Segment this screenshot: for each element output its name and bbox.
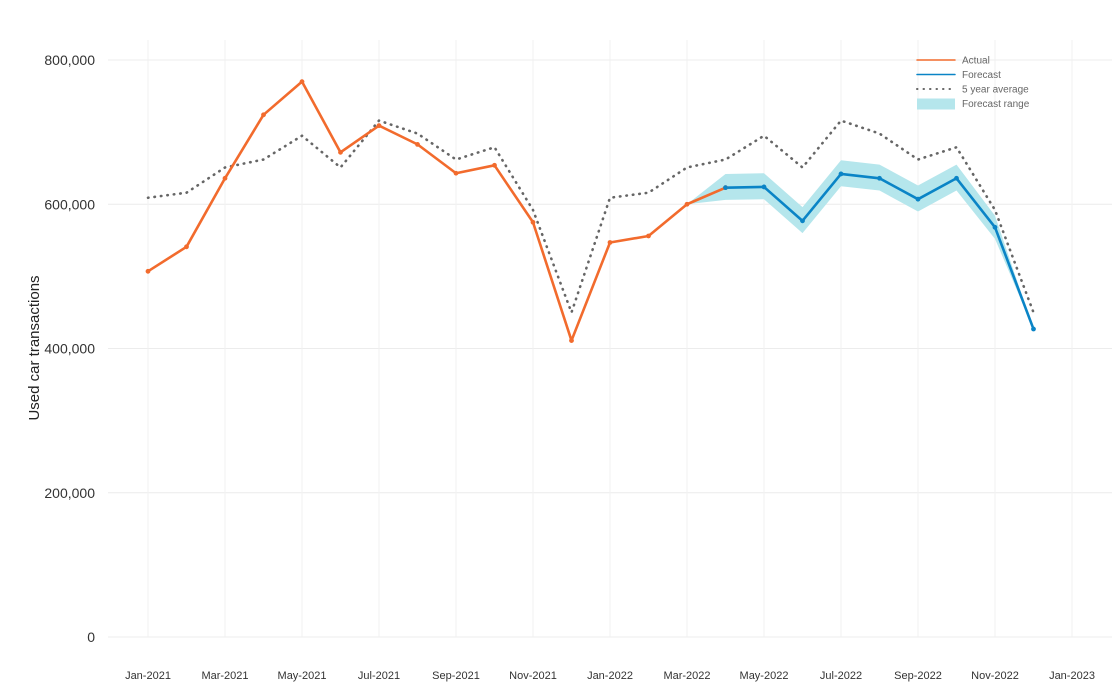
x-tick-label: Jan-2022: [587, 670, 633, 682]
actual-point: [453, 170, 459, 176]
y-tick-label: 200,000: [44, 485, 95, 501]
forecast-point: [838, 171, 844, 177]
actual-line: [146, 80, 727, 342]
forecast-point: [992, 224, 998, 230]
y-axis-tick-labels: 0 200,000 400,000 600,000 800,000: [44, 52, 95, 645]
actual-point: [569, 338, 574, 343]
legend-swatch-forecast-range: [917, 98, 955, 110]
x-tick-label: Jan-2021: [125, 670, 171, 682]
legend-label-actual: Actual: [962, 56, 990, 67]
actual-point: [376, 123, 382, 129]
actual-point: [184, 244, 189, 250]
y-axis-label: Used car transactions: [26, 275, 43, 420]
x-tick-label: May-2021: [278, 670, 327, 682]
actual-point: [607, 240, 613, 245]
actual-point: [338, 149, 343, 155]
forecast-point: [877, 175, 882, 181]
forecast-point: [800, 218, 805, 224]
y-tick-label: 800,000: [44, 52, 95, 68]
y-tick-label: 0: [87, 629, 95, 645]
forecast-point: [761, 184, 767, 190]
actual-point: [684, 201, 690, 207]
legend-label-forecast-range: Forecast range: [962, 99, 1030, 110]
x-tick-label: Sep-2021: [432, 670, 480, 682]
x-tick-label: Mar-2022: [663, 670, 710, 682]
legend-label-forecast: Forecast: [962, 70, 1001, 81]
forecast-range-band: [687, 160, 1034, 330]
x-tick-label: Nov-2022: [971, 670, 1019, 682]
x-tick-label: Nov-2021: [509, 670, 557, 682]
forecast-point: [1031, 326, 1036, 332]
forecast-point: [954, 175, 959, 181]
x-tick-label: Sep-2022: [894, 670, 942, 682]
actual-point: [261, 112, 266, 118]
forecast-point: [915, 196, 921, 202]
x-tick-label: Jan-2023: [1049, 670, 1095, 682]
x-tick-label: Jul-2022: [820, 670, 862, 682]
actual-point: [415, 141, 420, 147]
series-lines: [146, 80, 1035, 342]
forecast-point: [723, 185, 728, 191]
actual-point: [530, 219, 536, 225]
forecast-range-area: [687, 160, 1034, 330]
x-tick-label: Mar-2021: [201, 670, 248, 682]
grid-lines: [108, 40, 1112, 638]
actual-point: [646, 233, 651, 239]
y-tick-label: 600,000: [44, 196, 95, 212]
x-tick-label: Jul-2021: [358, 670, 400, 682]
actual-point: [299, 79, 305, 85]
legend-label-5-year-average: 5 year average: [962, 85, 1029, 96]
x-axis-tick-labels: Jan-2021 Mar-2021 May-2021 Jul-2021 Sep-2021…: [125, 670, 1095, 682]
actual-point: [492, 162, 497, 168]
y-tick-label: 400,000: [44, 341, 95, 357]
x-tick-label: May-2022: [740, 670, 789, 682]
series-points: [145, 79, 1036, 343]
legend: Actual Forecast 5 year average Forecast ran…: [916, 56, 1030, 110]
5-year-average-line: [146, 119, 1035, 314]
actual-point: [145, 268, 151, 274]
actual-point: [222, 175, 228, 181]
